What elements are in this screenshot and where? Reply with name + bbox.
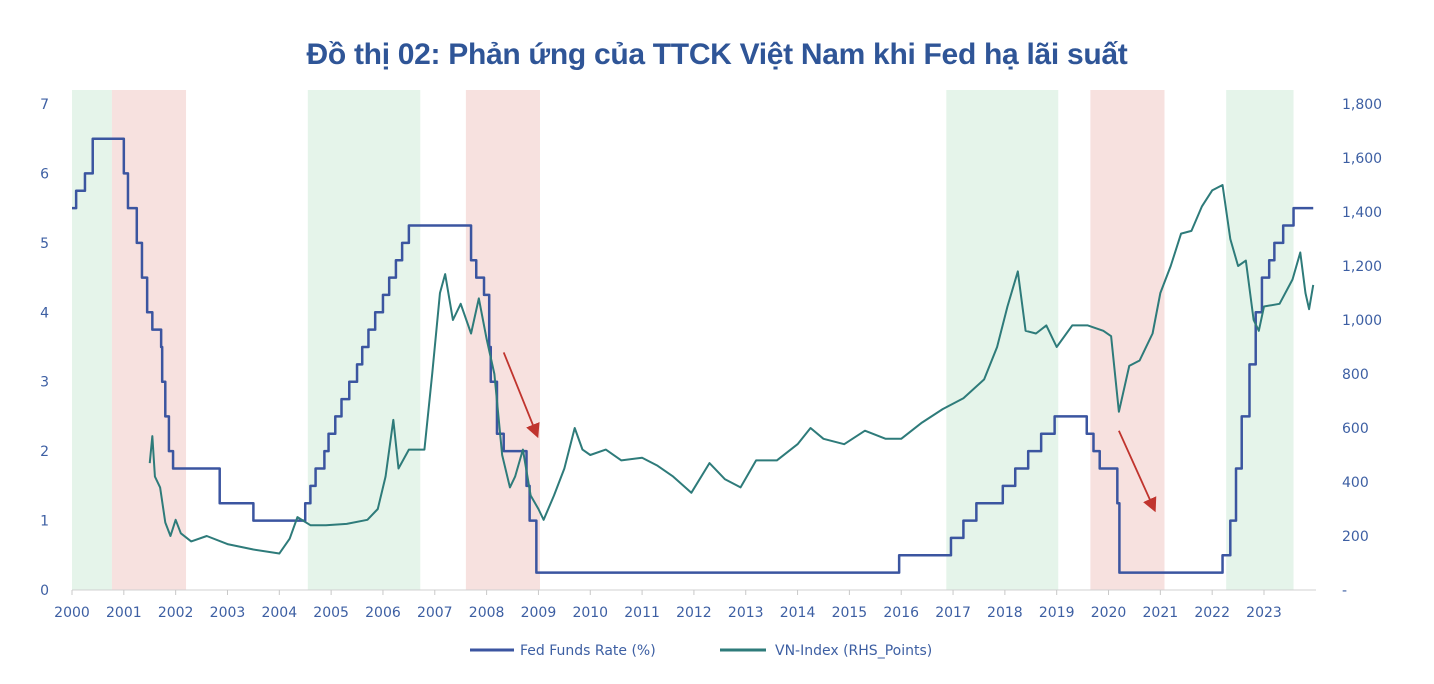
y-left-tick-label: 3 (40, 375, 49, 391)
x-tick-label: 2001 (106, 605, 142, 621)
x-tick-label: 2005 (313, 605, 349, 621)
y-right-tick-label: 1,000 (1342, 313, 1382, 329)
x-tick-label: 2016 (883, 605, 919, 621)
chart-title: Đồ thị 02: Phản ứng của TTCK Việt Nam kh… (306, 38, 1128, 71)
x-tick-label: 2022 (1194, 605, 1230, 621)
y-right-tick-label: 1,200 (1342, 259, 1382, 275)
shaded-period-rate-cut (1090, 90, 1165, 590)
y-right-tick-label: 600 (1342, 421, 1369, 437)
shaded-period-rate-hike (946, 90, 1059, 590)
y-right-tick-label: 200 (1342, 529, 1369, 545)
y-right-tick-label: 400 (1342, 475, 1369, 491)
y-left-tick-label: 7 (40, 97, 49, 113)
x-tick-label: 2021 (1143, 605, 1179, 621)
x-tick-label: 2000 (54, 605, 90, 621)
x-tick-label: 2012 (676, 605, 712, 621)
x-tick-label: 2019 (1039, 605, 1075, 621)
y-right-tick-label: 1,800 (1342, 97, 1382, 113)
legend-label-vn-index: VN-Index (RHS_Points) (775, 643, 932, 659)
shaded-period-rate-hike (307, 90, 421, 590)
x-tick-label: 2009 (521, 605, 557, 621)
y-left-tick-label: 5 (40, 236, 49, 252)
shaded-period-rate-hike (1226, 90, 1294, 590)
x-tick-label: 2003 (210, 605, 246, 621)
x-tick-label: 2007 (417, 605, 453, 621)
y-right-tick-label: 1,600 (1342, 151, 1382, 167)
x-tick-label: 2006 (365, 605, 401, 621)
legend-label-fed-funds-rate: Fed Funds Rate (%) (520, 643, 656, 659)
vn-index-line (148, 184, 1315, 555)
annotation-arrow (502, 352, 540, 439)
y-right-tick-label: 1,400 (1342, 205, 1382, 221)
x-tick-label: 2011 (624, 605, 660, 621)
y-left-tick-label: 1 (40, 514, 49, 530)
x-tick-label: 2015 (832, 605, 868, 621)
x-tick-label: 2018 (987, 605, 1023, 621)
x-tick-label: 2014 (780, 605, 816, 621)
x-tick-label: 2010 (572, 605, 608, 621)
x-tick-label: 2002 (158, 605, 194, 621)
y-left-tick-label: 6 (40, 166, 49, 182)
x-tick-label: 2004 (261, 605, 297, 621)
y-right-tick-label: - (1342, 583, 1347, 599)
x-tick-label: 2008 (469, 605, 505, 621)
y-left-tick-label: 4 (40, 305, 49, 321)
annotation-arrow (1118, 430, 1157, 513)
x-tick-label: 2017 (935, 605, 971, 621)
x-tick-label: 2013 (728, 605, 764, 621)
shaded-period-rate-cut (465, 90, 540, 590)
x-tick-label: 2023 (1246, 605, 1282, 621)
y-left-tick-label: 0 (40, 583, 49, 599)
x-tick-label: 2020 (1091, 605, 1127, 621)
fed-funds-rate-line (72, 137, 1314, 574)
y-left-tick-label: 2 (40, 444, 49, 460)
y-right-tick-label: 800 (1342, 367, 1369, 383)
